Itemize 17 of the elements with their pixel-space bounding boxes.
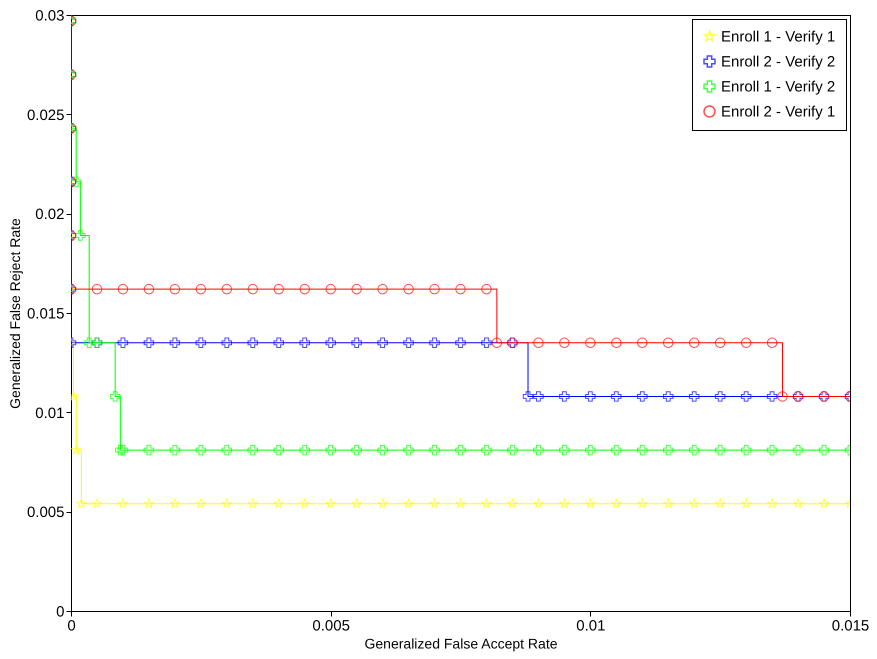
y-tick-label: 0.03 [35, 8, 64, 24]
x-tick-label: 0 [67, 618, 76, 634]
legend-label: Enroll 2 - Verify 1 [721, 104, 836, 120]
legend-label: Enroll 1 - Verify 1 [721, 28, 836, 46]
x-tick-label: 0.005 [312, 618, 350, 634]
y-tick-label: 0.01 [35, 404, 64, 422]
y-tick-label: 0.015 [26, 306, 64, 322]
legend-label: Enroll 1 - Verify 2 [721, 78, 836, 96]
y-tick-label: 0.005 [26, 504, 64, 522]
y-tick-label: 0.025 [26, 106, 64, 124]
x-tick-label: 0.015 [832, 618, 870, 634]
y-tick-label: 0.02 [35, 206, 64, 224]
y-tick-label: 0 [56, 604, 64, 620]
y-axis-title: Generalized False Reject Rate [6, 218, 23, 409]
legend-label: Enroll 2 - Verify 2 [721, 54, 836, 70]
x-axis-title: Generalized False Accept Rate [364, 636, 558, 652]
x-tick-label: 0.01 [576, 618, 606, 634]
